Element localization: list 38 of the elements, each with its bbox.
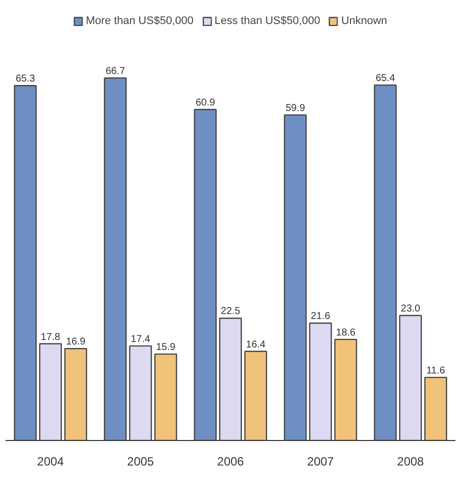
bar <box>244 350 268 440</box>
data-label: 11.6 <box>426 365 446 376</box>
data-label: 15.9 <box>156 342 176 354</box>
legend-label: Less than US$50,000 <box>214 15 320 27</box>
data-label: 16.9 <box>66 336 86 348</box>
legend-label: Unknown <box>341 15 388 27</box>
data-label: 17.8 <box>40 332 61 343</box>
data-label: 65.4 <box>376 73 396 84</box>
bar <box>39 343 62 440</box>
data-label: 66.7 <box>106 66 126 77</box>
bar <box>129 345 152 440</box>
bar <box>154 353 178 440</box>
data-label: 65.3 <box>16 74 36 85</box>
data-label: 23.0 <box>400 304 421 314</box>
x-tick-label: 2008 <box>397 454 424 468</box>
bar <box>194 108 217 440</box>
data-label: 21.6 <box>310 311 331 322</box>
bar <box>104 77 127 440</box>
x-tick-label: 2006 <box>217 454 244 468</box>
bar <box>14 85 37 440</box>
bar <box>284 114 307 440</box>
bar <box>309 322 332 440</box>
legend-label: More than US$50,000 <box>86 15 194 27</box>
data-label: 60.9 <box>196 98 216 109</box>
data-label: 17.4 <box>130 334 151 345</box>
bar <box>424 376 448 440</box>
bar <box>219 318 242 440</box>
bar <box>399 314 422 440</box>
x-tick-label: 2007 <box>307 454 334 468</box>
bar <box>374 84 397 440</box>
data-label: 22.5 <box>220 306 241 318</box>
data-label: 16.4 <box>246 339 266 350</box>
bar <box>334 338 358 440</box>
bar <box>64 348 88 440</box>
x-tick-label: 2005 <box>127 454 154 468</box>
x-tick-label: 2004 <box>37 454 64 468</box>
data-label: 59.9 <box>286 102 306 114</box>
data-label: 18.6 <box>336 327 356 338</box>
